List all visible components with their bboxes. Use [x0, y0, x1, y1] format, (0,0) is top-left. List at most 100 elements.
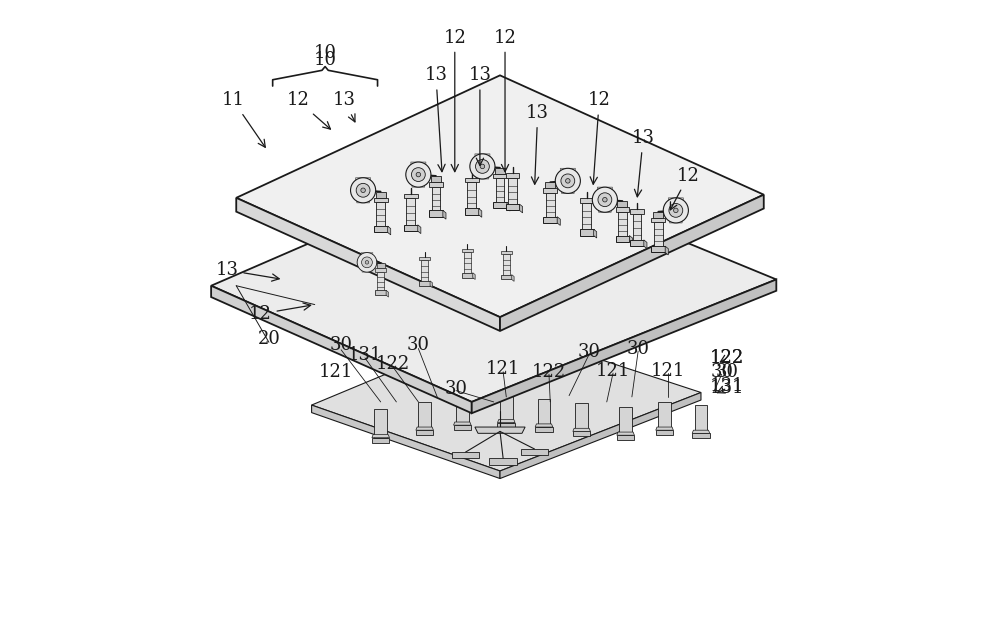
- Polygon shape: [361, 252, 373, 272]
- Circle shape: [669, 203, 683, 217]
- Polygon shape: [432, 187, 440, 210]
- Polygon shape: [616, 236, 629, 242]
- Polygon shape: [535, 427, 553, 432]
- Polygon shape: [651, 218, 665, 222]
- Polygon shape: [418, 402, 431, 430]
- Text: 13: 13: [526, 104, 549, 184]
- Polygon shape: [473, 273, 475, 279]
- Circle shape: [416, 172, 421, 177]
- Polygon shape: [418, 225, 421, 234]
- Circle shape: [561, 174, 575, 188]
- Text: 12: 12: [249, 303, 311, 323]
- Polygon shape: [421, 260, 428, 281]
- Text: 122: 122: [532, 363, 566, 381]
- Polygon shape: [377, 272, 384, 290]
- Text: 20: 20: [257, 330, 280, 348]
- Polygon shape: [692, 433, 710, 438]
- Polygon shape: [411, 162, 426, 187]
- Text: 13: 13: [424, 67, 447, 171]
- Polygon shape: [416, 427, 433, 430]
- Polygon shape: [538, 399, 550, 427]
- Text: 121: 121: [486, 360, 520, 378]
- Text: 13: 13: [632, 129, 655, 197]
- Polygon shape: [500, 394, 513, 423]
- Polygon shape: [374, 198, 388, 202]
- Polygon shape: [211, 286, 472, 413]
- Text: 10: 10: [314, 51, 337, 68]
- Polygon shape: [573, 431, 590, 436]
- Polygon shape: [374, 409, 387, 438]
- Polygon shape: [475, 427, 525, 433]
- Polygon shape: [582, 203, 591, 229]
- Text: 12: 12: [588, 92, 611, 184]
- Polygon shape: [431, 176, 441, 182]
- Text: 121: 121: [651, 362, 685, 379]
- Polygon shape: [493, 174, 507, 178]
- Polygon shape: [377, 263, 385, 268]
- Polygon shape: [521, 449, 548, 455]
- Circle shape: [598, 193, 612, 207]
- Polygon shape: [472, 279, 776, 413]
- Polygon shape: [692, 430, 710, 433]
- Polygon shape: [456, 397, 469, 425]
- Polygon shape: [617, 432, 634, 435]
- Polygon shape: [630, 240, 644, 246]
- Text: 131: 131: [710, 379, 745, 397]
- Polygon shape: [464, 252, 471, 273]
- Polygon shape: [654, 222, 663, 246]
- Polygon shape: [386, 290, 389, 297]
- Polygon shape: [496, 178, 504, 202]
- Polygon shape: [374, 226, 388, 232]
- Polygon shape: [506, 204, 519, 210]
- Polygon shape: [404, 225, 418, 231]
- Text: 13: 13: [333, 92, 356, 122]
- Polygon shape: [557, 217, 560, 225]
- Circle shape: [361, 188, 365, 193]
- Text: 12: 12: [670, 167, 700, 210]
- Polygon shape: [619, 407, 632, 435]
- Polygon shape: [501, 251, 512, 254]
- Circle shape: [365, 261, 369, 264]
- Text: 12: 12: [443, 29, 466, 171]
- Polygon shape: [616, 207, 629, 212]
- Polygon shape: [236, 198, 500, 331]
- Text: 30: 30: [330, 337, 353, 354]
- Polygon shape: [376, 202, 385, 226]
- Text: 131: 131: [348, 346, 382, 364]
- Polygon shape: [512, 274, 514, 281]
- Circle shape: [356, 183, 370, 197]
- Polygon shape: [462, 273, 473, 278]
- Text: 131: 131: [710, 377, 745, 395]
- Circle shape: [566, 178, 570, 183]
- Polygon shape: [372, 438, 389, 443]
- Polygon shape: [443, 210, 446, 219]
- Polygon shape: [419, 281, 430, 286]
- Polygon shape: [372, 435, 389, 438]
- Circle shape: [603, 197, 607, 202]
- Circle shape: [362, 257, 372, 268]
- Polygon shape: [658, 402, 671, 430]
- Polygon shape: [465, 178, 479, 182]
- Polygon shape: [500, 392, 701, 479]
- Polygon shape: [388, 226, 391, 235]
- Circle shape: [555, 168, 580, 193]
- Polygon shape: [535, 424, 553, 427]
- Polygon shape: [312, 405, 500, 479]
- Polygon shape: [665, 246, 668, 255]
- Text: 122: 122: [710, 349, 744, 367]
- Polygon shape: [617, 201, 627, 207]
- Polygon shape: [479, 208, 482, 217]
- Polygon shape: [236, 75, 764, 317]
- Polygon shape: [656, 430, 673, 435]
- Polygon shape: [429, 210, 443, 217]
- Circle shape: [406, 162, 431, 187]
- Polygon shape: [312, 327, 701, 471]
- Polygon shape: [497, 420, 515, 423]
- Circle shape: [480, 164, 485, 169]
- Polygon shape: [507, 202, 510, 211]
- Polygon shape: [452, 452, 479, 458]
- Polygon shape: [429, 182, 443, 187]
- Polygon shape: [501, 274, 512, 279]
- Polygon shape: [500, 195, 764, 331]
- Polygon shape: [575, 403, 588, 431]
